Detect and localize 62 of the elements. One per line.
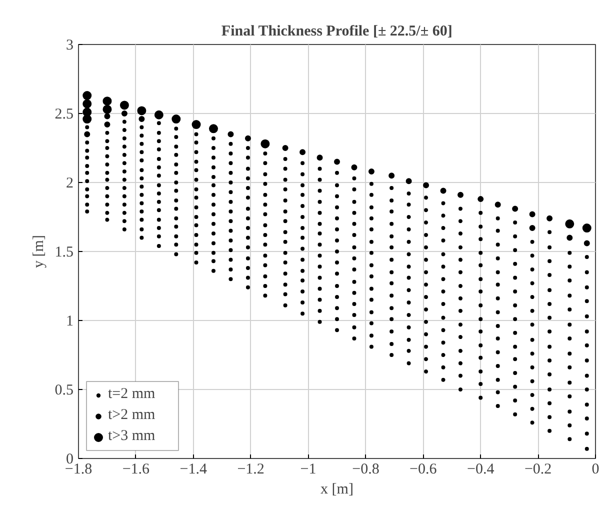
point bbox=[228, 131, 234, 138]
y-tick-label: 1 bbox=[66, 314, 74, 330]
point bbox=[104, 122, 110, 128]
point bbox=[244, 135, 251, 142]
point bbox=[82, 91, 92, 100]
y-axis-title: y [m] bbox=[30, 235, 47, 268]
point bbox=[172, 114, 181, 124]
point bbox=[458, 192, 464, 198]
point bbox=[582, 224, 592, 233]
x-tick-label: −1.4 bbox=[180, 462, 208, 478]
point bbox=[494, 202, 501, 208]
x-tick-label: −0.2 bbox=[524, 462, 552, 478]
x-tick-label: −1.2 bbox=[237, 462, 264, 478]
point bbox=[440, 188, 446, 194]
point bbox=[82, 99, 92, 108]
point bbox=[478, 196, 484, 202]
x-tick-label: −0.8 bbox=[352, 462, 380, 478]
point bbox=[208, 124, 218, 134]
point bbox=[512, 206, 518, 212]
y-tick-label: 2.5 bbox=[54, 106, 74, 122]
y-tick-label: 2 bbox=[66, 176, 74, 192]
point bbox=[566, 234, 573, 241]
point bbox=[102, 96, 112, 106]
point bbox=[102, 104, 112, 114]
point bbox=[120, 100, 129, 110]
chart-title: Final Thickness Profile [± 22.5/± 60] bbox=[221, 24, 452, 40]
legend-label: t=2 mm bbox=[108, 385, 156, 404]
point bbox=[121, 110, 128, 116]
point bbox=[529, 211, 536, 218]
point bbox=[138, 116, 145, 122]
point bbox=[260, 139, 270, 148]
legend-label: t>3 mm bbox=[108, 427, 156, 446]
point bbox=[334, 158, 340, 165]
point bbox=[82, 114, 92, 124]
point bbox=[137, 106, 146, 116]
y-tick-label: 0 bbox=[66, 452, 74, 468]
point bbox=[406, 178, 412, 184]
point bbox=[368, 168, 374, 174]
point bbox=[192, 120, 201, 130]
point bbox=[300, 149, 306, 156]
y-tick-label: 1.5 bbox=[54, 244, 74, 260]
x-tick-label: 0 bbox=[592, 462, 600, 478]
point bbox=[565, 219, 574, 228]
point bbox=[351, 164, 358, 170]
legend-label: t>2 mm bbox=[108, 406, 156, 425]
point bbox=[84, 131, 90, 138]
x-tick-label: −0.6 bbox=[410, 462, 438, 478]
y-tick-label: 3 bbox=[66, 38, 74, 54]
y-tick-label: 0.5 bbox=[54, 382, 74, 398]
x-axis-title: x [m] bbox=[320, 482, 354, 498]
point bbox=[388, 172, 395, 179]
point bbox=[104, 113, 110, 120]
x-tick-label: −1 bbox=[300, 462, 316, 478]
point bbox=[282, 145, 288, 151]
point bbox=[423, 182, 430, 188]
point bbox=[529, 225, 536, 232]
point bbox=[316, 154, 323, 161]
point bbox=[154, 110, 164, 120]
x-tick-label: −1.6 bbox=[122, 462, 150, 478]
x-tick-label: −0.4 bbox=[467, 462, 495, 478]
point bbox=[584, 240, 590, 246]
point bbox=[546, 215, 553, 222]
